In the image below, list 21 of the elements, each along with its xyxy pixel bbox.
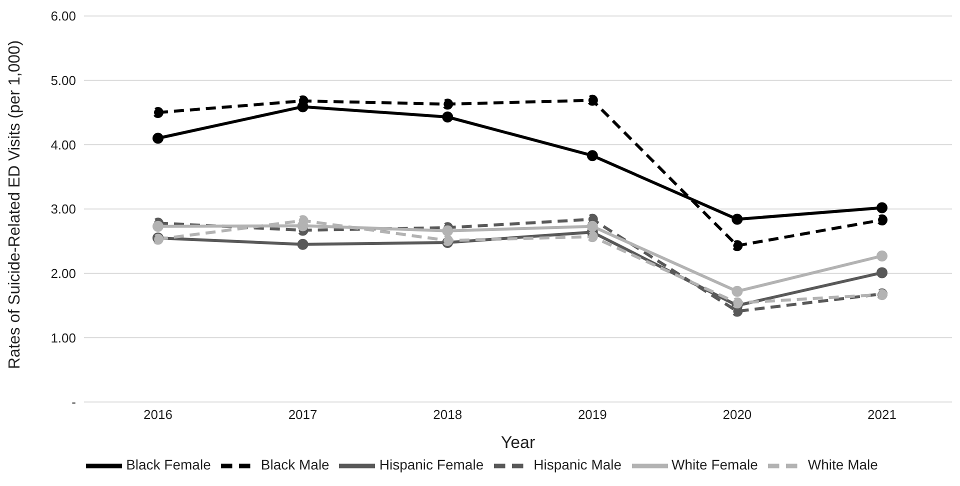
legend-label: White Male	[808, 456, 878, 473]
x-tick-label: 2016	[144, 407, 172, 422]
x-tick-label: 2020	[722, 407, 752, 422]
x-tick-label: 2021	[868, 407, 896, 422]
y-tick-label: 6.00	[50, 8, 76, 24]
y-tick-label: 3.00	[50, 202, 76, 217]
y-tick-label: 4.00	[50, 137, 76, 152]
legend-label: White Female	[672, 456, 758, 473]
legend-label: Black Female	[126, 456, 211, 473]
legend-label: Hispanic Male	[534, 456, 622, 473]
x-tick-label: 2019	[578, 407, 607, 422]
x-axis-title: Year	[500, 433, 536, 452]
y-axis-title: Rates of Suicide-Related ED Visits (per 1,000)	[6, 40, 24, 369]
y-tick-label: 1.00	[50, 330, 76, 346]
x-tick-label: 2018	[433, 407, 462, 422]
legend-label: Black Male	[260, 456, 330, 473]
x-tick-label: 2017	[288, 407, 318, 422]
y-tick-label: 2.00	[50, 266, 76, 281]
y-tick-label: 5.00	[50, 72, 76, 88]
y-tick-label: -	[72, 394, 76, 410]
legend-label: Hispanic Female	[379, 456, 484, 473]
